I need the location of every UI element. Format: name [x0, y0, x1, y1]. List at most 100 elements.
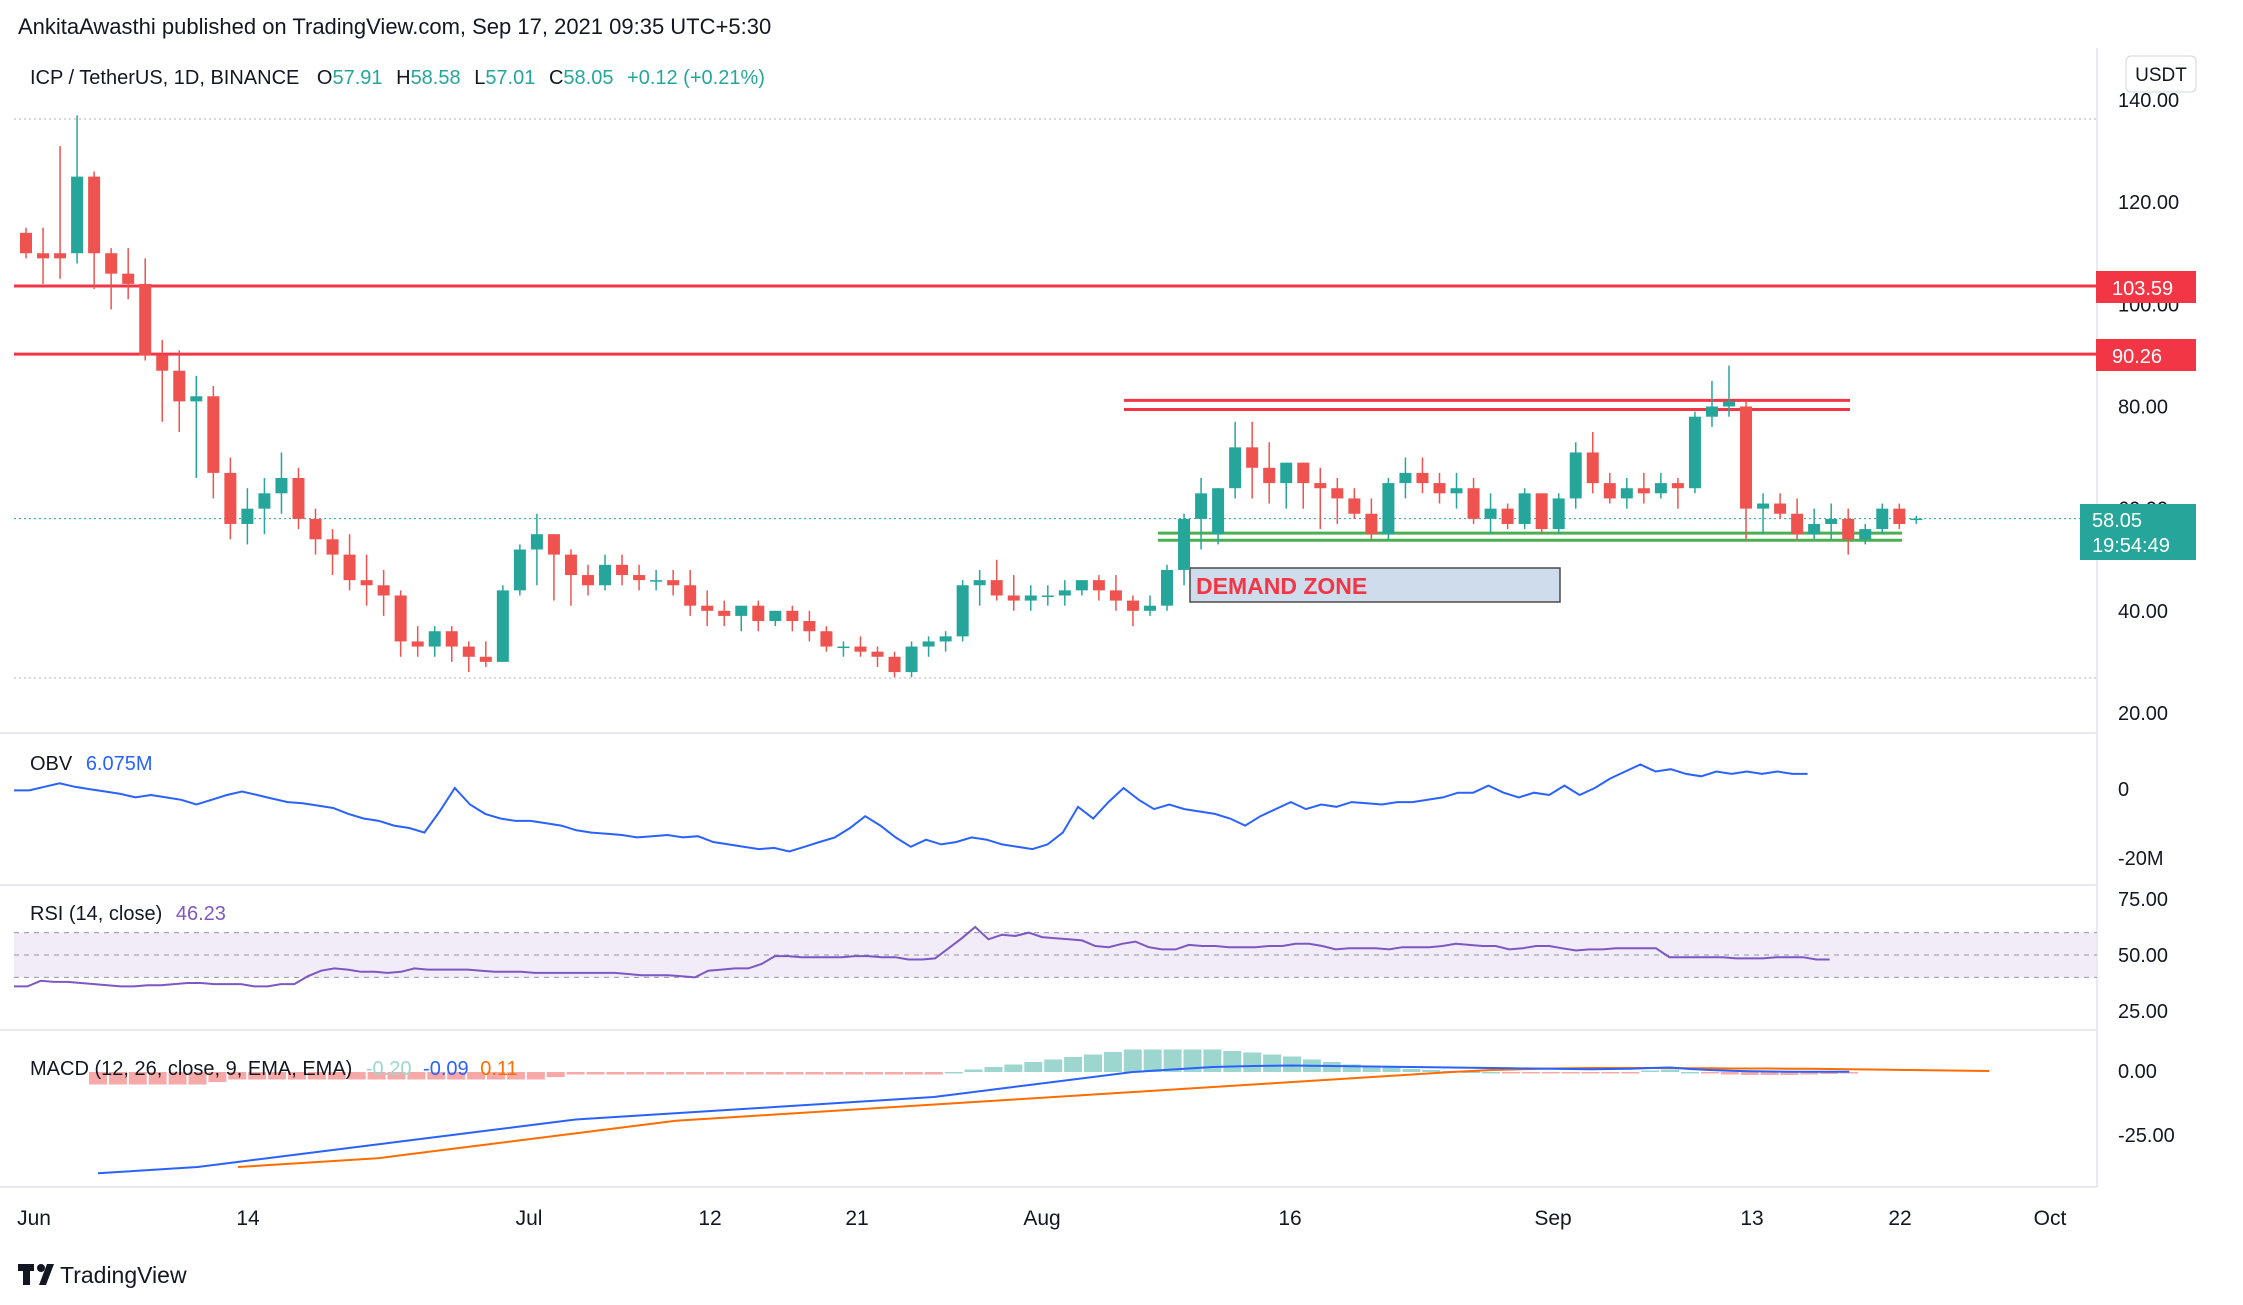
- candle-body: [411, 641, 424, 647]
- macd-tick-label: 0.00: [2118, 1061, 2157, 1083]
- macd-histogram-bar: [765, 1072, 784, 1075]
- macd-histogram-bar: [1103, 1052, 1122, 1072]
- candle-body: [1705, 406, 1718, 417]
- macd-histogram-bar: [407, 1072, 426, 1080]
- low-value: 57.01: [485, 67, 535, 89]
- candle-body: [650, 580, 663, 582]
- candle-body: [854, 646, 867, 652]
- candle-body: [1586, 452, 1599, 484]
- candle-body: [462, 646, 475, 657]
- macd-histogram-bar: [725, 1072, 744, 1075]
- macd-histogram-bar: [487, 1072, 505, 1080]
- time-tick-label: Oct: [2034, 1207, 2067, 1230]
- obv-legend: OBV 6.075M: [30, 753, 153, 775]
- price-tick-label: 20.00: [2118, 703, 2168, 725]
- candle-body: [1450, 488, 1463, 494]
- candle-body: [1484, 508, 1497, 519]
- obv-tick-label: 0: [2118, 779, 2129, 801]
- level-badge-103-label: 103.59: [2112, 278, 2173, 300]
- candle-body: [1058, 590, 1071, 596]
- time-tick-label: 12: [698, 1207, 721, 1230]
- obv-label: OBV: [30, 753, 73, 775]
- candle-body: [1723, 401, 1735, 407]
- candle-body: [479, 656, 492, 662]
- macd-histogram-bar: [924, 1072, 943, 1075]
- candle-body: [292, 477, 305, 519]
- macd-histogram-bar: [1780, 1072, 1799, 1075]
- candlestick-series: [20, 115, 1923, 678]
- macd-tick-label: -25.00: [2118, 1125, 2175, 1147]
- time-tick-label: Jul: [516, 1207, 543, 1230]
- macd-histogram-bar: [666, 1072, 685, 1075]
- close-label: C: [549, 67, 563, 89]
- candle-body: [1075, 580, 1088, 591]
- macd-histogram-bar: [686, 1072, 704, 1075]
- macd-histogram-bar: [646, 1072, 665, 1075]
- candle-body: [139, 283, 152, 356]
- candle-body: [1212, 488, 1225, 535]
- time-tick-label: 13: [1740, 1207, 1763, 1230]
- macd-histogram-bar: [467, 1072, 486, 1080]
- chart-frame: [0, 48, 2098, 1188]
- macd-histogram-bar: [1263, 1054, 1282, 1072]
- candle-body: [1195, 493, 1208, 519]
- time-tick-label: 16: [1278, 1207, 1301, 1230]
- price-tick-label: 80.00: [2118, 396, 2168, 418]
- macd-histogram-bar: [1163, 1049, 1182, 1072]
- tradingview-logo-icon: [18, 1264, 54, 1285]
- candle-body: [1331, 488, 1344, 499]
- candle-body: [786, 610, 799, 622]
- macd-histogram-bar: [1342, 1064, 1361, 1072]
- candle-body: [71, 176, 84, 254]
- macd-histogram-bar: [705, 1072, 724, 1075]
- time-tick-label: Sep: [1534, 1207, 1571, 1230]
- macd-histogram-bar: [885, 1072, 903, 1075]
- macd-histogram-bar: [1243, 1052, 1262, 1072]
- currency-badge[interactable]: [2125, 55, 2197, 93]
- candle-body: [701, 605, 714, 611]
- demand-zone-box: [1189, 567, 1561, 603]
- candle-body: [1161, 569, 1174, 606]
- macd-histogram-bar: [964, 1069, 983, 1072]
- candle-body: [1859, 529, 1872, 540]
- macd-histogram-bar: [268, 1072, 287, 1080]
- macd-histogram-bar: [566, 1072, 585, 1075]
- rsi-line: [14, 925, 1830, 988]
- candle-body: [1842, 518, 1855, 540]
- macd-histogram-bar: [606, 1072, 625, 1075]
- time-tick-label: 21: [845, 1207, 868, 1230]
- currency-badge-label: USDT: [2135, 65, 2187, 86]
- candle-body: [684, 585, 697, 606]
- candle-body: [1007, 595, 1020, 601]
- change-value: +0.12 (+0.21%): [627, 67, 765, 89]
- open-value: 57.91: [332, 67, 382, 89]
- macd-histogram-bar: [506, 1072, 525, 1080]
- candle-body: [1876, 508, 1889, 530]
- macd-histogram-bar: [89, 1072, 107, 1085]
- macd-histogram-bar: [427, 1072, 446, 1080]
- candle-body: [1654, 483, 1667, 494]
- macd-histogram-bar: [845, 1072, 864, 1075]
- macd-histogram-bar: [745, 1072, 764, 1075]
- price-tick-label: 120.00: [2118, 192, 2179, 214]
- macd-histogram-bar: [1462, 1071, 1481, 1073]
- candle-body: [513, 549, 526, 591]
- candle-body: [1143, 605, 1156, 611]
- macd-histogram-bar: [1402, 1069, 1421, 1072]
- price-tick-label: 140.00: [2118, 90, 2179, 112]
- rsi-legend: RSI (14, close) 46.23: [30, 903, 226, 925]
- candle-body: [1688, 416, 1701, 489]
- candle-body: [326, 539, 339, 555]
- rsi-tick-label: 25.00: [2118, 1001, 2168, 1023]
- macd-histogram-bar: [944, 1072, 963, 1074]
- rsi-label: RSI (14, close): [30, 903, 162, 925]
- macd-histogram-bar: [1084, 1054, 1102, 1072]
- macd-histogram-bar: [586, 1072, 605, 1075]
- candle-body: [803, 621, 816, 632]
- rsi-band: [14, 932, 2097, 978]
- macd-histogram-bar: [1740, 1072, 1759, 1075]
- candle-body: [871, 651, 884, 657]
- last-price-badge: [2080, 504, 2196, 560]
- candle-body: [1791, 513, 1804, 535]
